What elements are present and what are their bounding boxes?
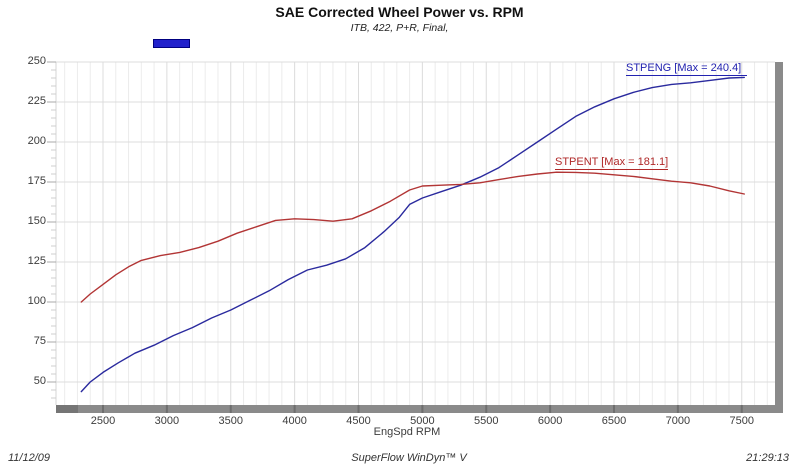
chart-title: SAE Corrected Wheel Power vs. RPM: [275, 4, 524, 20]
x-tick-label: 3000: [154, 415, 180, 427]
x-tick-label: 2500: [90, 415, 116, 427]
series-label-stpeng: STPENG [Max = 240.4]: [626, 62, 747, 76]
x-tick-label: 6000: [537, 415, 563, 427]
x-tick-label: 6500: [601, 415, 627, 427]
y-tick-label: 175: [27, 175, 46, 187]
x-tick-label: 5500: [474, 415, 499, 427]
x-tick-label: 7000: [665, 415, 691, 427]
chart-subtitle: ITB, 422, P+R, Final,: [350, 22, 449, 34]
series-label-stpent: STPENT [Max = 181.1]: [555, 156, 669, 170]
x-tick-label: 7500: [729, 415, 754, 427]
y-tick-label: 150: [27, 215, 46, 227]
x-tick-label: 4000: [282, 415, 307, 427]
x-tick-label: 4500: [346, 415, 371, 427]
y-tick-label: 50: [33, 375, 46, 387]
y-tick-label: 250: [27, 55, 46, 67]
footer-date: 11/12/09: [8, 452, 51, 464]
y-tick-label: 200: [27, 135, 46, 147]
y-tick-label: 75: [33, 335, 46, 347]
y-tick-label: 125: [27, 255, 46, 267]
footer-time: 21:29:13: [746, 452, 789, 464]
x-tick-label: 3500: [218, 415, 243, 427]
x-axis-title: EngSpd RPM: [373, 426, 441, 438]
legend-swatch-stpeng: [153, 39, 190, 48]
y-tick-label: 100: [27, 295, 46, 307]
footer-app-name: SuperFlow WinDyn™ V: [351, 452, 467, 464]
x-tick-label: 5000: [410, 415, 435, 427]
y-tick-label: 225: [27, 95, 46, 107]
